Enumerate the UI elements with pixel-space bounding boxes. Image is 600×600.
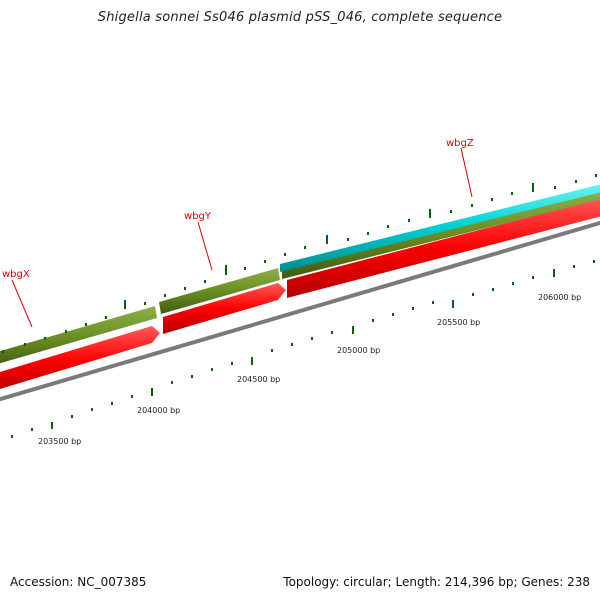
sequence-stats-text: Topology: circular; Length: 214,396 bp; … <box>283 575 590 589</box>
position-label-205500: 205500 bp <box>437 318 480 327</box>
position-label-206000: 206000 bp <box>538 293 581 302</box>
position-label-204000: 204000 bp <box>137 406 180 415</box>
gene-pointer-wbgZ <box>461 148 472 197</box>
position-label-204500: 204500 bp <box>237 375 280 384</box>
cds-reverse-3 <box>287 196 600 298</box>
position-label-203500: 203500 bp <box>38 437 81 446</box>
gene-label-wbgY: wbgY <box>184 211 212 222</box>
gene-pointer-wbgX <box>12 280 32 327</box>
accession-text: Accession: NC_007385 <box>10 575 146 589</box>
gene-label-wbgZ: wbgZ <box>446 138 474 149</box>
gene-pointer-wbgY <box>198 222 212 270</box>
position-label-205000: 205000 bp <box>337 346 380 355</box>
sequence-backbone <box>0 220 600 408</box>
gene-label-wbgX: wbgX <box>2 269 30 280</box>
plasmid-map: wbgX wbgY wbgZ <box>0 0 600 600</box>
